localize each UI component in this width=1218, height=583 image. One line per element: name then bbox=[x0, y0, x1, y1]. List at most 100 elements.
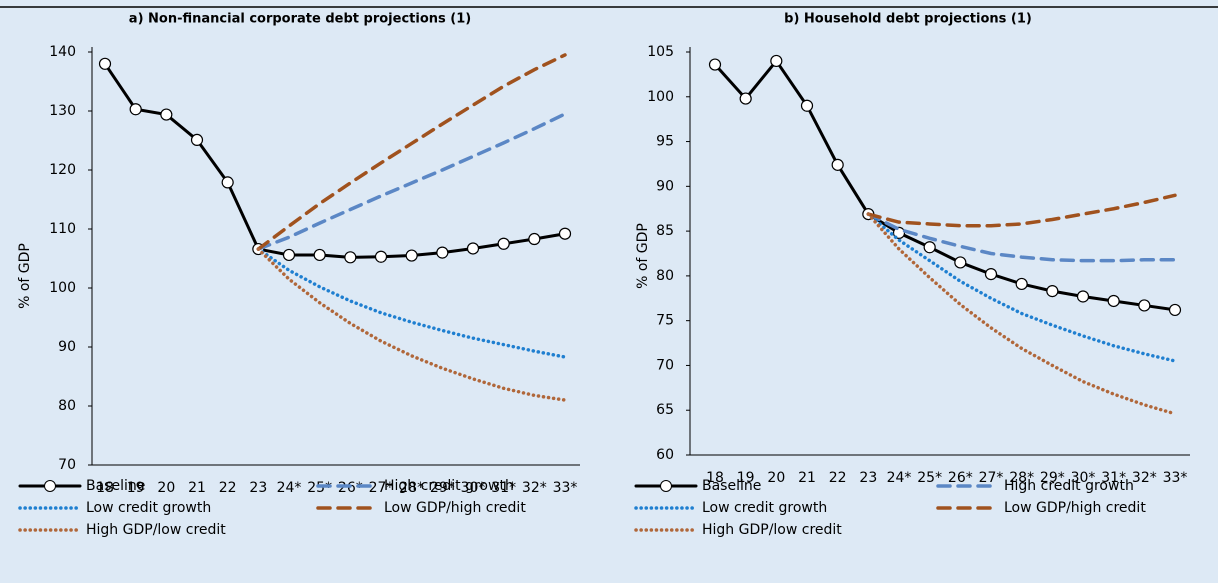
x-tick-label: 32* bbox=[522, 480, 547, 496]
data-point bbox=[374, 250, 388, 263]
x-tick-label: 22 bbox=[219, 480, 237, 496]
x-tick-label: 23 bbox=[249, 480, 267, 496]
x-tick-label: 21 bbox=[798, 470, 816, 486]
data-point bbox=[190, 133, 204, 147]
y-tick-label: 70 bbox=[656, 357, 674, 373]
y-axis-label: % of GDP bbox=[17, 243, 33, 309]
data-point bbox=[221, 176, 234, 189]
series-line bbox=[866, 193, 1177, 228]
y-tick-label: 70 bbox=[58, 457, 76, 473]
series-line bbox=[866, 212, 1177, 416]
x-tick-label: 30* bbox=[1071, 470, 1096, 486]
legend-label: Low GDP/high credit bbox=[1004, 500, 1146, 516]
data-point bbox=[405, 249, 418, 262]
data-point bbox=[466, 242, 480, 255]
x-tick-label: 33* bbox=[1163, 470, 1188, 486]
x-tick-label: 29* bbox=[1040, 470, 1065, 486]
legend-marker bbox=[660, 480, 672, 492]
x-tick-label: 31* bbox=[1101, 470, 1126, 486]
data-point bbox=[1138, 299, 1151, 312]
legend-label: High credit growth bbox=[1004, 478, 1134, 494]
y-tick-label: 100 bbox=[647, 89, 674, 105]
y-axis-label: % of GDP bbox=[635, 223, 651, 289]
x-tick-label: 25* bbox=[917, 470, 942, 486]
data-point bbox=[528, 232, 541, 246]
data-point bbox=[282, 248, 296, 262]
x-tick-label: 20 bbox=[767, 470, 785, 486]
x-tick-label: 26* bbox=[948, 470, 973, 486]
chart-title: b) Household debt projections (1) bbox=[784, 12, 1032, 27]
data-point bbox=[800, 99, 814, 112]
data-point bbox=[831, 158, 844, 171]
x-tick-label: 18 bbox=[706, 470, 724, 486]
legend-marker bbox=[44, 480, 56, 492]
x-tick-label: 32* bbox=[1132, 470, 1157, 486]
data-point bbox=[984, 267, 998, 281]
y-tick-label: 90 bbox=[656, 178, 674, 194]
x-tick-label: 28* bbox=[1009, 470, 1034, 486]
data-point bbox=[708, 58, 722, 71]
x-tick-label: 28* bbox=[399, 480, 424, 496]
x-tick-label: 30* bbox=[461, 480, 486, 496]
data-point bbox=[98, 57, 112, 70]
series-line bbox=[256, 53, 567, 251]
data-point bbox=[770, 54, 783, 68]
x-tick-label: 19 bbox=[737, 470, 755, 486]
data-point bbox=[1107, 294, 1120, 308]
x-tick-label: 24* bbox=[887, 470, 912, 486]
y-tick-label: 65 bbox=[656, 402, 674, 418]
y-tick-label: 110 bbox=[49, 221, 76, 237]
y-tick-label: 95 bbox=[656, 134, 674, 150]
y-tick-label: 140 bbox=[49, 44, 76, 60]
series-line bbox=[256, 112, 567, 251]
x-tick-label: 24* bbox=[277, 480, 302, 496]
series-line bbox=[866, 212, 1177, 363]
x-tick-label: 31* bbox=[491, 480, 516, 496]
x-tick-label: 27* bbox=[979, 470, 1004, 486]
data-point bbox=[313, 248, 326, 262]
y-tick-label: 105 bbox=[647, 44, 674, 60]
legend-label: Baseline bbox=[86, 478, 145, 494]
data-point bbox=[1168, 303, 1182, 317]
series-line bbox=[256, 247, 567, 359]
x-tick-label: 25* bbox=[307, 480, 332, 496]
x-tick-label: 26* bbox=[338, 480, 363, 496]
y-tick-label: 60 bbox=[656, 447, 674, 463]
legend-label: Baseline bbox=[702, 478, 761, 494]
legend-label: Low credit growth bbox=[702, 500, 827, 516]
data-point bbox=[739, 92, 752, 105]
x-tick-label: 21 bbox=[188, 480, 206, 496]
legend-label: Low credit growth bbox=[86, 500, 211, 516]
x-tick-label: 18 bbox=[96, 480, 114, 496]
data-point bbox=[129, 103, 142, 116]
x-tick-label: 19 bbox=[127, 480, 145, 496]
x-tick-label: 29* bbox=[430, 480, 455, 496]
x-tick-label: 20 bbox=[157, 480, 175, 496]
data-point bbox=[436, 246, 449, 259]
data-point bbox=[1046, 285, 1059, 298]
y-tick-label: 120 bbox=[49, 162, 76, 178]
y-tick-label: 90 bbox=[58, 339, 76, 355]
x-tick-label: 23 bbox=[859, 470, 877, 486]
legend-label: High GDP/low credit bbox=[86, 522, 226, 538]
series-line bbox=[866, 212, 1177, 263]
y-tick-label: 75 bbox=[656, 313, 674, 329]
data-point bbox=[344, 251, 357, 264]
chart-title: a) Non-financial corporate debt projecti… bbox=[129, 12, 471, 27]
legend-label: High GDP/low credit bbox=[702, 522, 842, 538]
series-line bbox=[256, 247, 567, 402]
legend-label: High credit growth bbox=[384, 478, 514, 494]
y-tick-label: 100 bbox=[49, 280, 76, 296]
x-tick-label: 27* bbox=[369, 480, 394, 496]
data-point bbox=[954, 256, 967, 269]
y-tick-label: 80 bbox=[656, 268, 674, 284]
data-point bbox=[923, 241, 936, 254]
y-tick-label: 85 bbox=[656, 223, 674, 239]
x-tick-label: 22 bbox=[829, 470, 847, 486]
legend-label: Low GDP/high credit bbox=[384, 500, 526, 516]
data-point bbox=[1015, 277, 1028, 291]
data-point bbox=[160, 108, 173, 121]
y-tick-label: 80 bbox=[58, 398, 76, 414]
